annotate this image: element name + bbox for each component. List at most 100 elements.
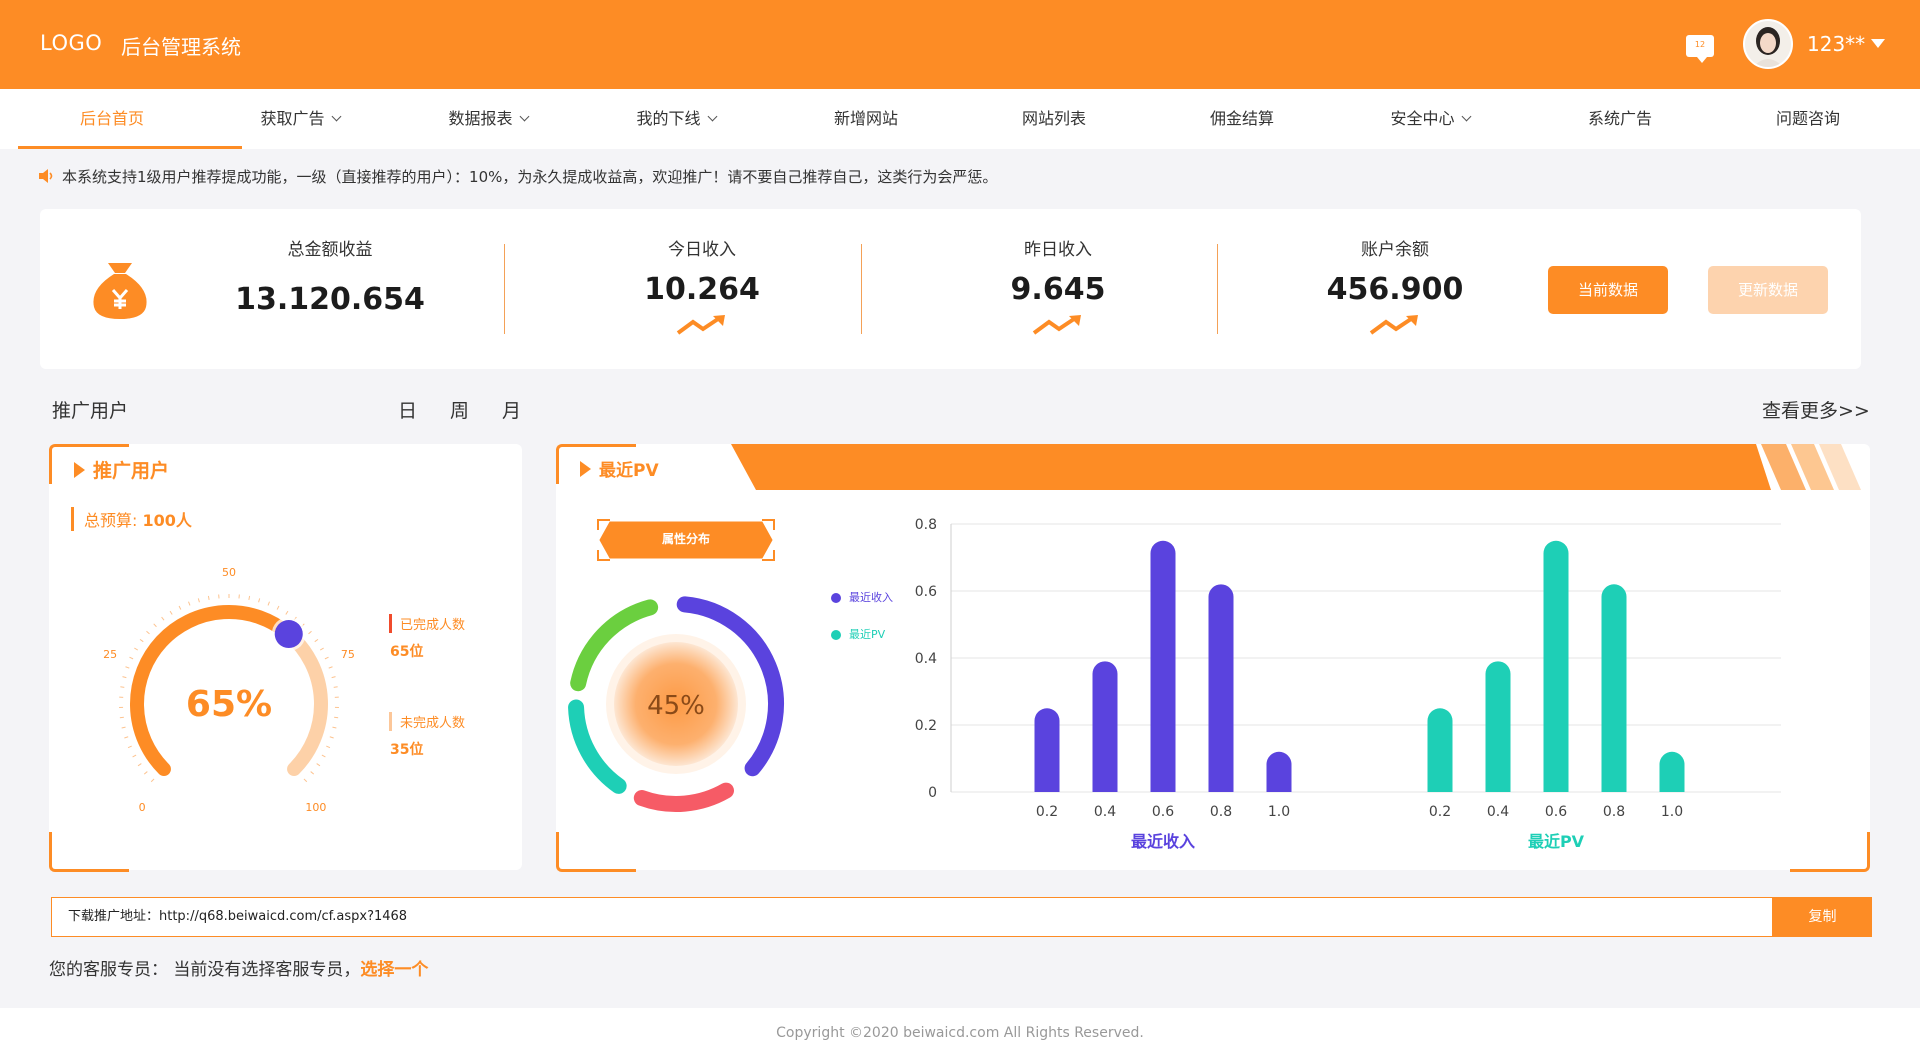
nav-item-help[interactable]: 问题咨询 <box>1714 89 1902 149</box>
app-title: 后台管理系统 <box>121 35 241 59</box>
corner-decoration <box>49 444 129 484</box>
chevron-down-icon <box>331 111 341 122</box>
panel-title-text: 最近PV <box>599 461 659 481</box>
legend-label: 最近收入 <box>849 591 893 604</box>
caret-down-icon[interactable] <box>1871 39 1885 48</box>
gauge-tick <box>316 763 321 767</box>
gauge-tick <box>188 601 191 606</box>
chevron-down-icon <box>1461 111 1471 122</box>
notice-text: 本系统支持1级用户推荐提成功能，一级（直接推荐的用户）：10%，为永久提成收益高… <box>62 168 998 186</box>
nav-label: 安全中心 <box>1390 109 1455 128</box>
gauge-tick <box>124 736 129 739</box>
legend-label: 最近PV <box>849 628 886 641</box>
gauge-knob <box>274 620 303 649</box>
period-day-tab[interactable]: 日 <box>398 400 418 422</box>
gauge-tick <box>303 778 308 783</box>
triangle-icon <box>74 461 85 478</box>
top-header: LOGO 后台管理系统 12 123** <box>0 0 1920 89</box>
stat-total: 总金额收益 13.120.654 <box>205 209 455 369</box>
trend-up-icon <box>1032 315 1081 335</box>
x-tick-label: 0.2 <box>1429 804 1451 820</box>
gauge-tick-label: 75 <box>341 648 355 661</box>
x-tick-label: 0.8 <box>1210 804 1232 820</box>
y-tick-label: 0 <box>928 785 937 801</box>
badge-label: 属性分布 <box>661 532 710 546</box>
see-more-link[interactable]: 查看更多>> <box>1762 400 1870 422</box>
gauge-tick <box>285 610 289 615</box>
x-tick-label: 0.4 <box>1094 804 1116 820</box>
gauge-tick <box>121 726 126 729</box>
y-tick-label: 0.4 <box>915 651 937 667</box>
budget-value: 100人 <box>142 511 192 530</box>
nav-item-commission[interactable]: 佣金结算 <box>1148 89 1336 149</box>
panel-title: 推广用户 <box>74 456 169 483</box>
x-tick-label: 0.6 <box>1545 804 1567 820</box>
select-agent-link[interactable]: 选择一个 <box>360 960 429 980</box>
update-data-button[interactable]: 更新数据 <box>1708 266 1828 314</box>
gauge-tick <box>319 647 324 651</box>
gauge-tick <box>314 638 319 643</box>
nav-item-home[interactable]: 后台首页 <box>18 89 242 149</box>
stat-value: 9.645 <box>1010 272 1106 307</box>
nav-item-site-list[interactable]: 网站列表 <box>960 89 1148 149</box>
username[interactable]: 123** <box>1807 32 1866 56</box>
attribute-distribution-badge[interactable]: 属性分布 <box>596 516 776 562</box>
legend-dot <box>831 593 841 603</box>
panel-title-text: 推广用户 <box>93 460 170 482</box>
nav-label: 佣金结算 <box>1209 109 1274 128</box>
divider <box>1217 244 1218 334</box>
triangle-icon <box>580 461 591 477</box>
nav-item-reports[interactable]: 数据报表 <box>394 89 582 149</box>
nav-item-get-ads[interactable]: 获取广告 <box>206 89 394 149</box>
current-data-button[interactable]: 当前数据 <box>1548 266 1668 314</box>
undone-legend: 未完成人数 <box>389 712 465 731</box>
legend-income: 最近收入 <box>831 589 893 605</box>
gauge-tick <box>125 666 130 669</box>
divider <box>861 244 862 334</box>
gauge-tick-label: 0 <box>139 801 146 814</box>
service-agent: 您的客服专员： 当前没有选择客服专员，选择一个 <box>49 955 428 980</box>
trend-up-icon <box>676 315 725 335</box>
panel-banner <box>731 444 1861 490</box>
gauge-tick <box>122 676 127 679</box>
donut-segment-red <box>633 782 734 812</box>
bar <box>1208 584 1234 792</box>
gauge-tick <box>334 716 339 719</box>
nav-label: 网站列表 <box>1021 109 1086 128</box>
stat-label: 昨日收入 <box>1024 240 1092 260</box>
nav-item-add-site[interactable]: 新增网站 <box>772 89 960 149</box>
gauge-remaining-arc <box>281 627 328 777</box>
copy-button[interactable]: 复制 <box>1773 897 1872 937</box>
period-week-tab[interactable]: 周 <box>450 400 470 422</box>
gauge-tick <box>143 771 148 775</box>
panel-title: 最近PV <box>580 456 659 481</box>
x-tick-label: 1.0 <box>1661 804 1683 820</box>
bar <box>1659 751 1685 792</box>
gauge-tick <box>197 598 200 603</box>
gauge-tick-label: 50 <box>222 566 236 579</box>
stat-value: 456.900 <box>1326 272 1464 307</box>
y-tick-label: 0.8 <box>915 517 937 533</box>
message-icon[interactable]: 12 <box>1686 35 1714 63</box>
corner-decoration <box>556 832 636 872</box>
gauge-tick <box>161 616 165 621</box>
nav-item-security[interactable]: 安全中心 <box>1336 89 1524 149</box>
stat-label: 今日收入 <box>668 240 736 260</box>
gauge-tick <box>129 656 134 660</box>
nav-label: 系统广告 <box>1587 109 1652 128</box>
stats-card: 总金额收益 13.120.654 今日收入 10.264 昨日收入 9.645 … <box>40 209 1861 369</box>
notice-bar: 本系统支持1级用户推荐提成功能，一级（直接推荐的用户）：10%，为永久提成收益高… <box>38 166 997 187</box>
promo-url-field[interactable]: 下载推广地址：http://q68.beiwaicd.com/cf.aspx?1… <box>51 897 1773 937</box>
gauge-tick <box>326 745 331 749</box>
nav-item-downline[interactable]: 我的下线 <box>582 89 770 149</box>
badge-frame <box>597 519 775 561</box>
logo[interactable]: LOGO <box>40 31 103 55</box>
gauge-tick <box>137 763 142 767</box>
avatar[interactable] <box>1743 19 1793 69</box>
bar <box>1543 540 1569 792</box>
period-month-tab[interactable]: 月 <box>502 400 522 422</box>
promo-url-row: 下载推广地址：http://q68.beiwaicd.com/cf.aspx?1… <box>51 897 1872 937</box>
donut-segment-green <box>570 599 659 692</box>
nav-item-system-ads[interactable]: 系统广告 <box>1526 89 1714 149</box>
main-nav: 后台首页 获取广告 数据报表 我的下线 新增网站 网站列表 佣金结算 安全中心 … <box>0 89 1920 149</box>
